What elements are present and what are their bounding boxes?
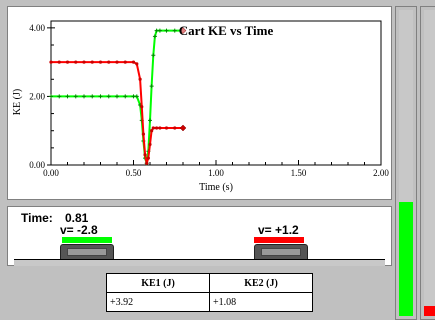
ke2-meter-fill xyxy=(424,306,435,316)
data-point xyxy=(155,126,159,130)
data-point xyxy=(82,94,86,99)
y-tick-label: 0.00 xyxy=(29,160,45,170)
time-label: Time: xyxy=(21,211,53,225)
track xyxy=(14,259,385,266)
cart1-window xyxy=(67,248,107,256)
ke1-meter-fill xyxy=(399,202,413,316)
data-point xyxy=(57,60,61,64)
data-point xyxy=(140,105,144,109)
cart1-velocity-bar xyxy=(62,237,112,243)
data-point xyxy=(107,60,111,64)
data-point xyxy=(158,126,162,130)
data-point xyxy=(98,94,103,99)
time-value: 0.81 xyxy=(65,211,89,225)
data-point xyxy=(149,84,154,89)
data-point xyxy=(146,156,150,160)
cart2-velocity-label: v= +1.2 xyxy=(258,223,299,237)
data-point xyxy=(115,94,119,99)
data-point xyxy=(123,94,128,99)
data-point xyxy=(90,60,94,64)
data-point xyxy=(90,94,95,99)
data-point xyxy=(148,118,152,123)
data-point xyxy=(148,142,152,147)
y-axis-label: KE (J) xyxy=(12,89,23,115)
data-point xyxy=(49,60,53,64)
data-point xyxy=(151,53,156,58)
x-axis-label: Time (s) xyxy=(199,182,233,193)
data-point xyxy=(141,132,145,136)
ke2-value: +1.08 xyxy=(209,292,313,312)
data-point xyxy=(173,126,177,130)
data-point xyxy=(115,60,119,64)
data-point xyxy=(74,60,78,64)
x-tick-label: 1.50 xyxy=(291,168,307,178)
y-tick-label: 4.00 xyxy=(29,23,45,33)
x-tick-label: 0.50 xyxy=(126,168,142,178)
x-tick-label: 1.00 xyxy=(208,168,224,178)
cart2-velocity-bar xyxy=(254,237,304,243)
data-point xyxy=(152,34,157,39)
ke1-header: KE1 (J) xyxy=(106,273,210,293)
x-tick-label: 0.00 xyxy=(43,168,59,178)
data-point xyxy=(151,126,155,130)
ke1-value: +3.92 xyxy=(106,292,210,312)
ke2-header: KE2 (J) xyxy=(209,273,313,293)
ke2-meter xyxy=(420,6,435,320)
chart-title: Cart KE vs Time xyxy=(179,23,274,38)
data-point xyxy=(65,60,70,64)
ke2-meter-track xyxy=(424,10,435,316)
x-tick-label: 2.00 xyxy=(373,168,389,178)
data-point xyxy=(98,60,103,64)
ke-table: KE1 (J) KE2 (J) +3.92 +1.08 xyxy=(106,273,313,312)
data-point xyxy=(49,94,53,99)
data-point xyxy=(164,28,169,33)
cart2-window xyxy=(261,248,301,256)
data-point xyxy=(135,62,139,66)
ke-vs-time-chart: 0.00 2.00 4.00 0.00 0.50 1.00 1.50 2.00 Cart KE… xyxy=(12,20,389,193)
data-point xyxy=(138,77,142,81)
data-point xyxy=(164,126,169,130)
simulation-panel: Time: 0.81 v= -2.8 v= +1.2 xyxy=(7,206,392,266)
y-tick-label: 2.00 xyxy=(29,91,45,101)
data-point xyxy=(131,60,136,64)
data-point xyxy=(123,60,127,64)
data-point xyxy=(150,129,154,133)
cart1-velocity-label: v= -2.8 xyxy=(60,223,98,237)
ke-chart-panel: 0.00 2.00 4.00 0.00 0.50 1.00 1.50 2.00 Cart KE… xyxy=(7,6,392,200)
data-point xyxy=(73,94,78,99)
data-point xyxy=(65,94,70,99)
series-end-marker xyxy=(179,124,187,132)
data-point xyxy=(172,28,177,33)
data-point xyxy=(57,94,62,99)
plot-frame xyxy=(50,20,382,166)
data-point xyxy=(145,161,149,165)
ke1-meter xyxy=(395,6,417,320)
data-point xyxy=(157,28,162,33)
data-point xyxy=(106,94,111,99)
data-point xyxy=(143,153,147,157)
data-point xyxy=(82,60,86,64)
series-end-marker xyxy=(179,27,187,34)
data-point xyxy=(134,94,139,99)
